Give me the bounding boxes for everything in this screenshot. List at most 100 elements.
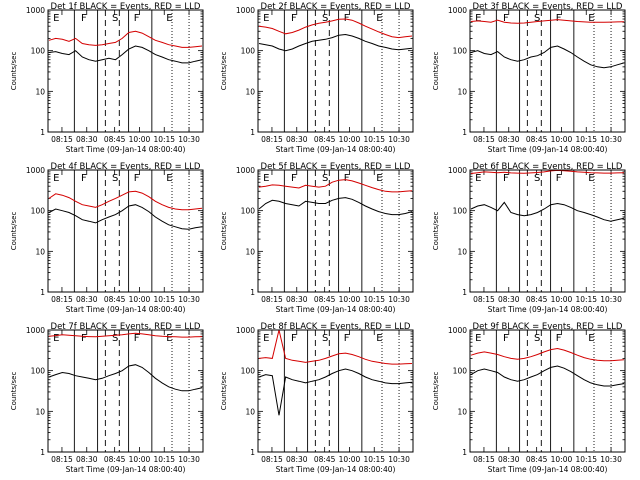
y-tick-label: 100 — [31, 367, 46, 376]
series-events — [258, 197, 413, 216]
x-tick-label: 08:45 — [314, 135, 336, 144]
event-letter: E — [166, 333, 172, 344]
x-tick-label: 08:30 — [286, 455, 308, 464]
event-letter: F — [556, 333, 562, 344]
panel-det-6: Det 6f BLACK = Events, RED = LLD Counts/s… — [432, 162, 626, 314]
x-tick-label: 08:30 — [76, 135, 98, 144]
x-axis-label: Start Time (09-Jan-14 08:00:40) — [276, 145, 396, 154]
x-tick-label: 08:30 — [286, 135, 308, 144]
event-letter: E — [263, 173, 269, 184]
panel-det-8: Det 8f BLACK = Events, RED = LLD Counts/s… — [220, 322, 414, 474]
x-tick-label: 10:15 — [575, 295, 597, 304]
panel-det-3: Det 3f BLACK = Events, RED = LLD Counts/s… — [432, 2, 626, 154]
x-tick-label: 10:30 — [388, 135, 410, 144]
event-letter: E — [376, 333, 382, 344]
series-events — [470, 365, 625, 387]
panel-title: Det 8f BLACK = Events, RED = LLD — [261, 322, 411, 332]
x-tick-label: 10:15 — [575, 135, 597, 144]
panel-title: Det 6f BLACK = Events, RED = LLD — [473, 162, 623, 172]
y-tick-label: 1000 — [26, 166, 45, 175]
y-tick-label: 100 — [453, 47, 468, 56]
event-letter: S — [534, 333, 540, 344]
event-letter: E — [166, 13, 172, 24]
y-tick-label: 10 — [457, 87, 467, 96]
panel-det-5: Det 5f BLACK = Events, RED = LLD Counts/s… — [220, 162, 414, 314]
x-tick-label: 10:30 — [178, 455, 200, 464]
x-tick-label: 10:30 — [178, 135, 200, 144]
y-tick-label: 100 — [453, 367, 468, 376]
event-letter: E — [376, 13, 382, 24]
y-axis-label: Counts/sec — [220, 372, 228, 411]
series-lld — [258, 329, 413, 365]
y-axis-label: Counts/sec — [432, 372, 440, 411]
y-tick-label: 1 — [250, 128, 255, 137]
x-tick-label: 08:30 — [498, 135, 520, 144]
x-tick-label: 10:15 — [153, 135, 175, 144]
y-tick-label: 1 — [462, 128, 467, 137]
x-tick-label: 10:30 — [388, 295, 410, 304]
panel-title: Det 9f BLACK = Events, RED = LLD — [473, 322, 623, 332]
x-tick-label: 08:15 — [261, 455, 283, 464]
event-letter: E — [588, 13, 594, 24]
x-tick-label: 10:00 — [129, 455, 151, 464]
y-tick-label: 1 — [40, 128, 45, 137]
series-events — [48, 45, 203, 64]
y-tick-label: 1 — [250, 448, 255, 457]
x-tick-label: 08:30 — [286, 295, 308, 304]
x-tick-label: 10:15 — [153, 295, 175, 304]
y-axis-label: Counts/sec — [432, 212, 440, 251]
series-events — [48, 204, 203, 230]
x-tick-label: 08:15 — [51, 135, 73, 144]
x-tick-label: 08:15 — [51, 295, 73, 304]
x-tick-label: 10:00 — [129, 295, 151, 304]
x-tick-label: 10:30 — [388, 455, 410, 464]
event-letter: F — [134, 173, 140, 184]
series-events — [470, 45, 625, 69]
event-letter: S — [322, 13, 328, 24]
y-axis-label: Counts/sec — [220, 212, 228, 251]
series-events — [48, 364, 203, 392]
y-tick-label: 1000 — [236, 326, 255, 335]
series-lld — [470, 347, 625, 362]
x-axis-label: Start Time (09-Jan-14 08:00:40) — [66, 305, 186, 314]
event-letter: F — [503, 333, 509, 344]
event-letter: E — [53, 333, 59, 344]
x-tick-label: 08:15 — [261, 135, 283, 144]
event-letter: F — [81, 13, 87, 24]
panel-title: Det 4f BLACK = Events, RED = LLD — [51, 162, 201, 172]
y-tick-label: 100 — [453, 207, 468, 216]
panel-title: Det 7f BLACK = Events, RED = LLD — [51, 322, 201, 332]
y-tick-label: 1 — [462, 448, 467, 457]
event-letter: E — [53, 13, 59, 24]
series-lld — [470, 169, 625, 174]
event-letter: S — [534, 13, 540, 24]
x-tick-label: 10:00 — [339, 295, 361, 304]
plot-frame — [47, 329, 204, 453]
panel-title: Det 2f BLACK = Events, RED = LLD — [261, 2, 411, 12]
event-letter: F — [134, 333, 140, 344]
y-tick-label: 10 — [245, 247, 255, 256]
event-letter: S — [112, 13, 118, 24]
series-lld — [48, 190, 203, 211]
y-tick-label: 100 — [31, 47, 46, 56]
event-letter: S — [112, 333, 118, 344]
event-letter: F — [291, 173, 297, 184]
series-lld — [48, 332, 203, 338]
y-axis-label: Counts/sec — [10, 212, 18, 251]
event-letter: E — [475, 333, 481, 344]
event-letter: E — [475, 173, 481, 184]
y-tick-label: 10 — [35, 247, 45, 256]
panel-det-7: Det 7f BLACK = Events, RED = LLD Counts/s… — [10, 322, 204, 474]
y-tick-label: 10 — [457, 407, 467, 416]
x-tick-label: 08:45 — [104, 135, 126, 144]
y-tick-label: 10 — [245, 407, 255, 416]
y-tick-label: 1 — [250, 288, 255, 297]
event-letter: F — [344, 333, 350, 344]
x-tick-label: 08:15 — [51, 455, 73, 464]
event-letter: E — [263, 333, 269, 344]
x-tick-label: 08:45 — [314, 455, 336, 464]
y-tick-label: 100 — [31, 207, 46, 216]
y-tick-label: 1000 — [448, 326, 467, 335]
event-letter: F — [556, 13, 562, 24]
event-letter: E — [475, 13, 481, 24]
